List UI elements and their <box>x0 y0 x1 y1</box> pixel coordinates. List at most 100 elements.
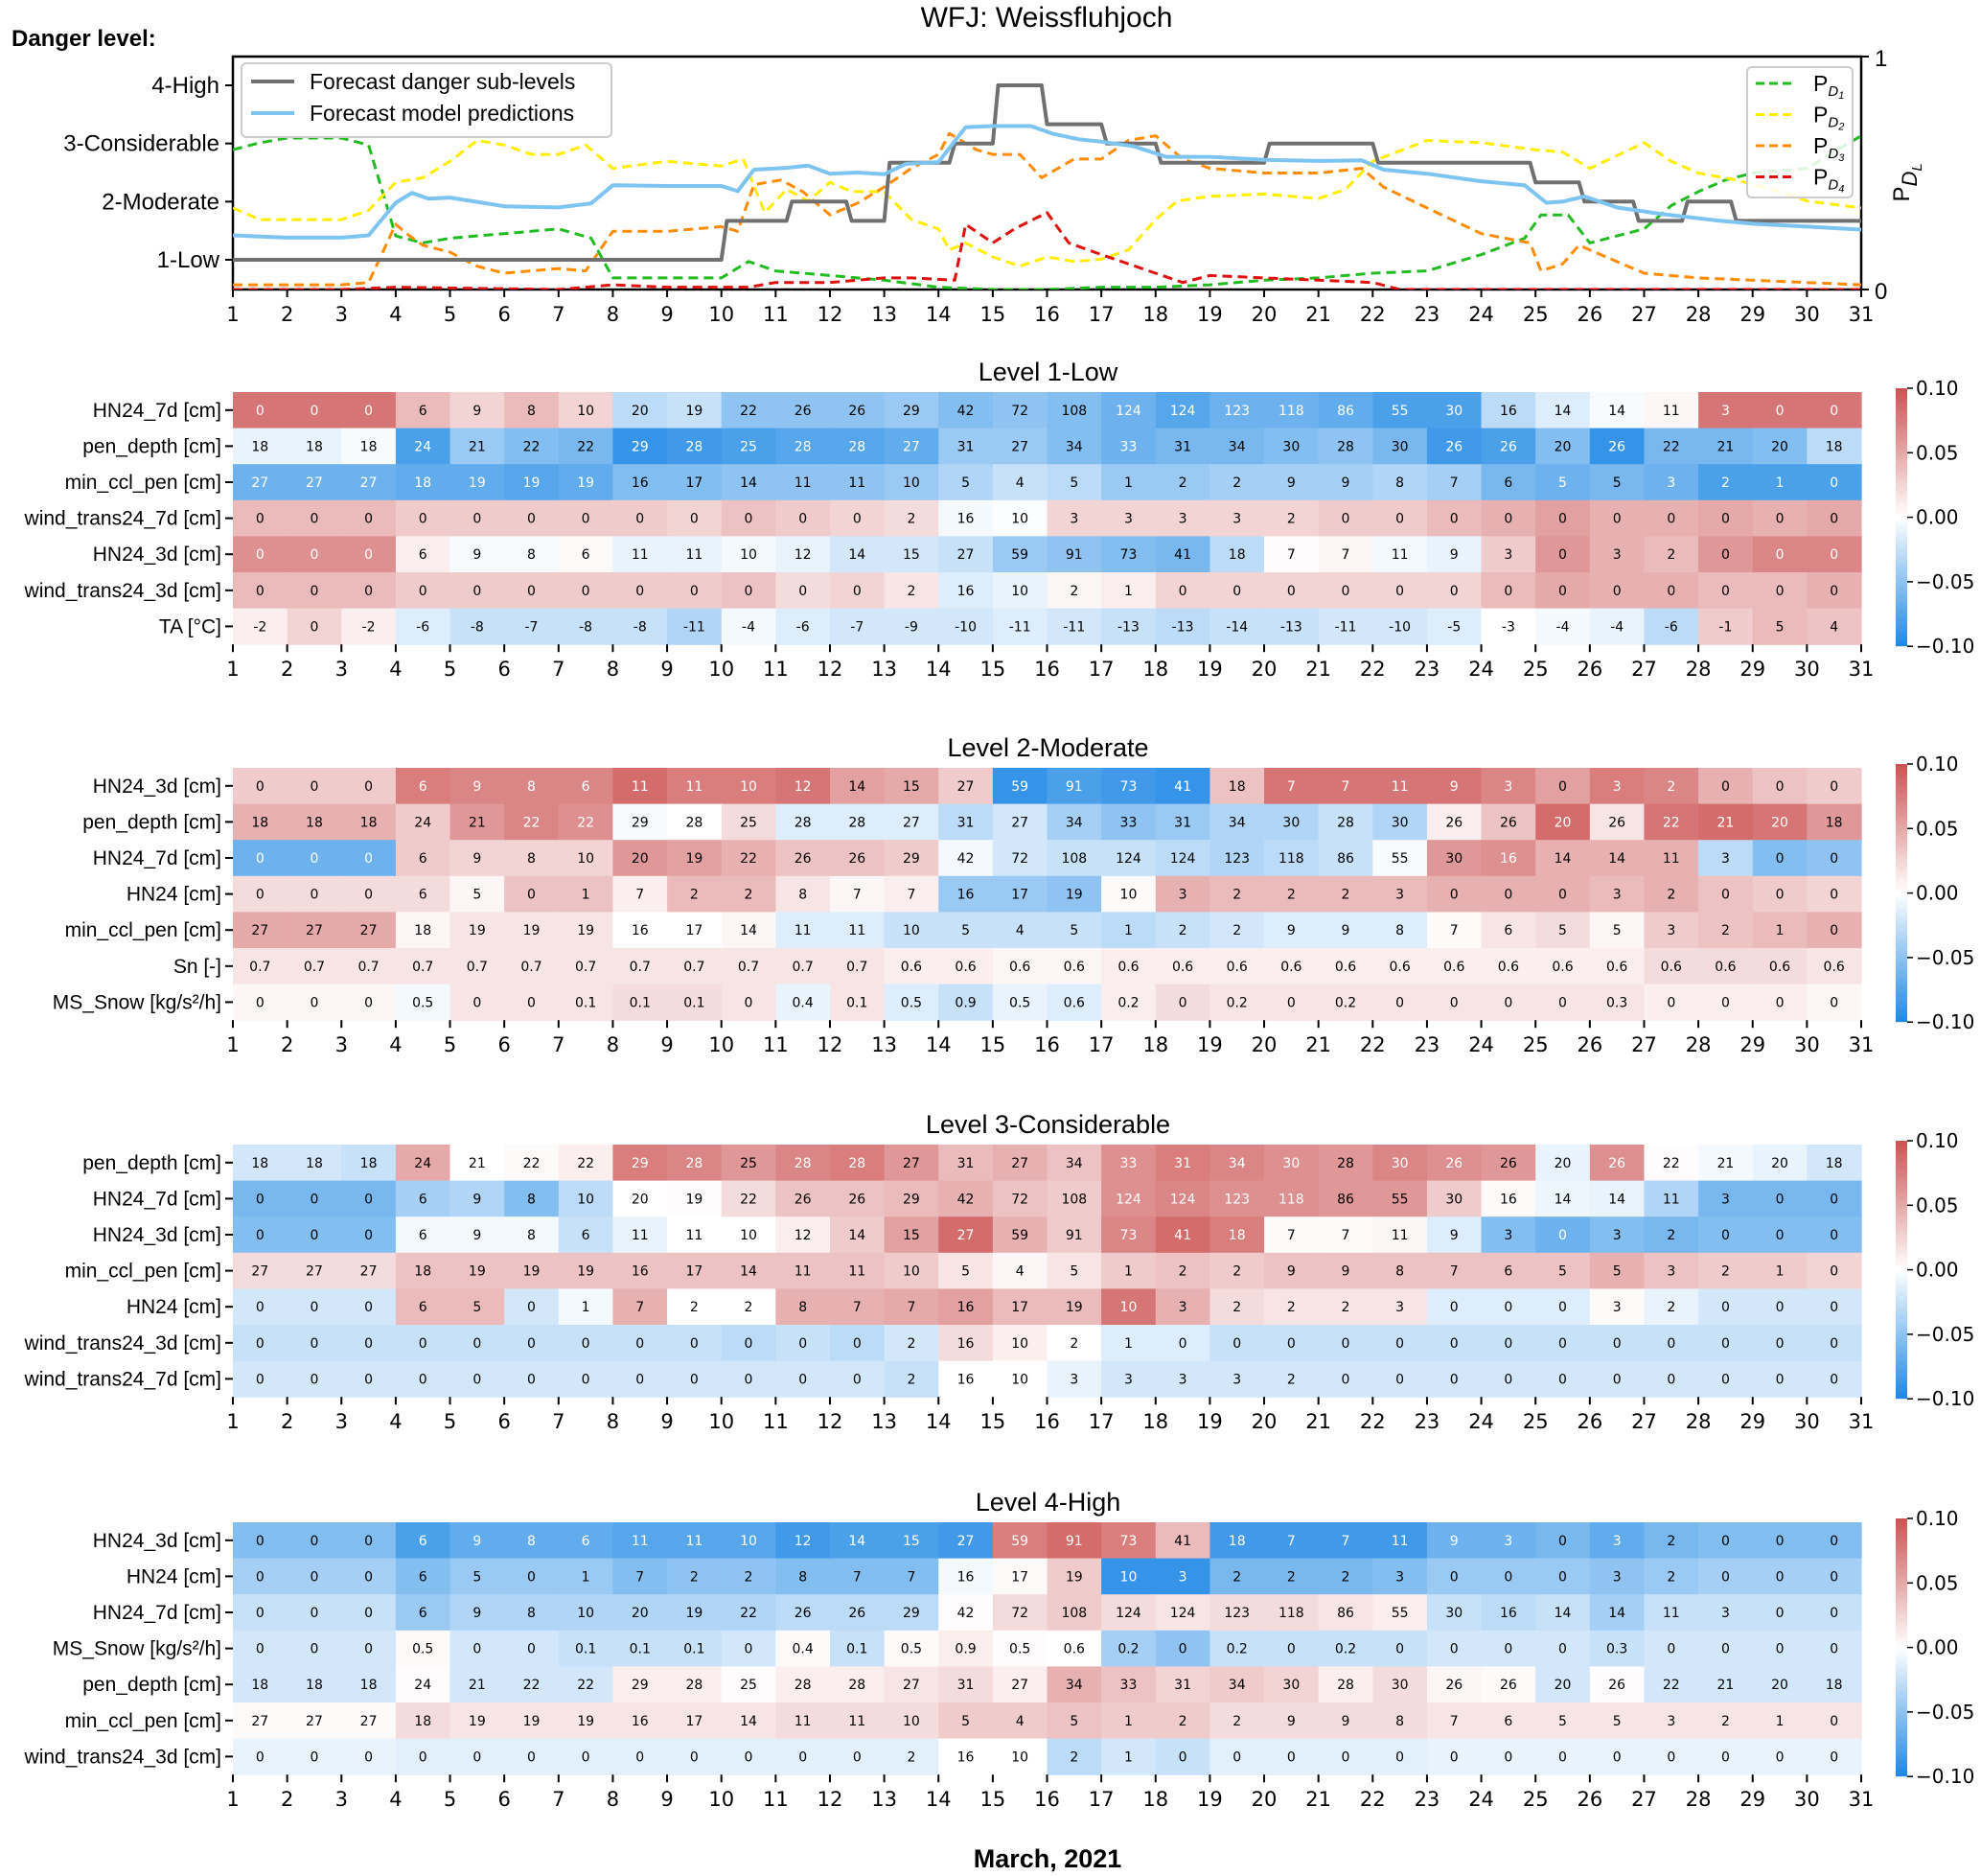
heatmap-cell <box>1155 572 1210 610</box>
heatmap-cell-value: 0 <box>1613 512 1622 527</box>
heatmap-cell <box>1535 1180 1591 1217</box>
heatmap-cell-value: 7 <box>635 1569 644 1585</box>
heatmap-cell-value: 11 <box>1392 1228 1409 1243</box>
heatmap-cell-value: 0.1 <box>575 1642 596 1657</box>
x-tick-label: 26 <box>1577 1033 1602 1056</box>
heatmap-cell <box>884 499 939 537</box>
heatmap-cell <box>341 1360 397 1398</box>
colorbar-gradient <box>1896 1141 1907 1400</box>
heatmap-cell <box>1372 1630 1428 1667</box>
heatmap-cell <box>1101 536 1157 573</box>
heatmap-cell <box>1426 840 1483 877</box>
legend-right-box <box>1746 66 1854 198</box>
x-tick-label: 21 <box>1305 1410 1331 1433</box>
heatmap-cell-value: 0 <box>256 1606 265 1621</box>
heatmap-cell-value: 123 <box>1224 1606 1250 1621</box>
heatmap-cell-value: 26 <box>1608 439 1625 454</box>
heatmap-cell-value: 0 <box>1830 1642 1838 1657</box>
heatmap-cell-value: 59 <box>1011 779 1028 795</box>
heatmap-cell <box>1264 1522 1320 1560</box>
heatmap-cell <box>884 572 939 610</box>
heatmap-cell-value: 26 <box>1608 1678 1625 1693</box>
heatmap-cell-value: 0 <box>1558 1300 1567 1315</box>
heatmap-cell-value: 0 <box>1830 851 1838 867</box>
heatmap-cell <box>612 1738 668 1775</box>
heatmap-cell-value: 30 <box>1392 815 1409 830</box>
heatmap-cell <box>1589 1325 1646 1362</box>
heatmap-cell-value: 91 <box>1066 1228 1083 1243</box>
heatmap-cell <box>233 768 288 805</box>
heatmap-cell <box>287 536 342 573</box>
x-tick-label: 29 <box>1739 658 1765 681</box>
heatmap-cell-value: 2 <box>1179 475 1187 491</box>
x-tick-label: 3 <box>335 1033 348 1056</box>
heatmap-cell-value: 91 <box>1066 547 1083 563</box>
heatmap-cell-value: 8 <box>527 1192 536 1207</box>
heatmap-cell-value: 124 <box>1170 1192 1196 1207</box>
danger-level-label: Danger level: <box>12 26 156 52</box>
heatmap-cell-value: 30 <box>1392 1156 1409 1171</box>
heatmap-cell-value: 2 <box>1721 923 1730 938</box>
heatmap-cell <box>884 840 939 877</box>
heatmap-cell <box>1481 1216 1536 1254</box>
x-tick-label: 8 <box>607 1788 619 1811</box>
heatmap-cell <box>504 1180 560 1217</box>
x-tick-label: 30 <box>1794 1410 1820 1433</box>
heatmap-cell <box>233 1325 288 1362</box>
heatmap-cell <box>1752 1666 1808 1703</box>
heatmap-cell <box>1426 1558 1483 1595</box>
heatmap-cell-value: 0 <box>1830 888 1838 903</box>
heatmap-cell <box>938 1594 994 1632</box>
x-tick-label: 6 <box>497 1788 510 1811</box>
heatmap-cell <box>287 392 342 429</box>
heatmap-cell <box>938 912 994 949</box>
heatmap-cell-value: 0 <box>1776 1642 1785 1657</box>
heatmap-cell-value: 26 <box>795 851 812 867</box>
heatmap-cell-value: 1 <box>1124 1714 1133 1729</box>
heatmap-cell <box>287 768 342 805</box>
heatmap-cell <box>395 984 451 1021</box>
heatmap-cell-value: 1 <box>1776 1714 1785 1729</box>
heatmap-cell-value: 0 <box>310 1569 318 1585</box>
heatmap-cell-value: 0 <box>527 1336 536 1352</box>
heatmap-cell-value: 19 <box>1066 1569 1083 1585</box>
heatmap-cell-value: 24 <box>414 1678 431 1693</box>
heatmap-row-label: HN24_3d [cm] <box>93 544 221 566</box>
heatmap-cell <box>612 1522 668 1560</box>
heatmap-cell <box>1698 428 1754 465</box>
heatmap-cell-value: 5 <box>1613 475 1622 491</box>
heatmap-cell-value: 2 <box>1179 1714 1187 1729</box>
heatmap-cell <box>667 1738 723 1775</box>
heatmap-cell <box>1155 948 1210 985</box>
x-tick-label: 9 <box>660 1788 673 1811</box>
heatmap-cell-value: 0 <box>1504 1569 1512 1585</box>
heatmap-cell <box>1644 1558 1699 1595</box>
heatmap-cell-value: 0.2 <box>1227 995 1248 1010</box>
heatmap-cell-value: 0 <box>1179 995 1187 1010</box>
heatmap-cell-value: 14 <box>1555 1192 1572 1207</box>
heatmap-cell-value: 0 <box>1232 1749 1241 1765</box>
heatmap-cell <box>1589 608 1646 645</box>
heatmap-cell <box>884 912 939 949</box>
heatmap-cell-value: 31 <box>957 815 975 830</box>
heatmap-cell <box>1752 1630 1808 1667</box>
heatmap-cell <box>233 912 288 949</box>
heatmap-cell <box>938 536 994 573</box>
heatmap-cell-value: 9 <box>472 851 481 867</box>
x-tick-label: 26 <box>1577 658 1602 681</box>
x-tick-label: 16 <box>1034 1788 1060 1811</box>
heatmap-cell <box>1644 1738 1699 1775</box>
heatmap-cell-value: 27 <box>251 1264 268 1280</box>
heatmap-cell-value: 0 <box>1450 1300 1459 1315</box>
heatmap-cell-value: 15 <box>903 1534 920 1549</box>
heatmap-cell <box>504 984 560 1021</box>
heatmap-cell <box>558 499 614 537</box>
heatmap-cell-value: 28 <box>848 1678 865 1693</box>
x-tick-label: 19 <box>1197 1788 1223 1811</box>
heatmap-cell <box>504 1558 560 1595</box>
heatmap-cell-value: 26 <box>1608 1156 1625 1171</box>
heatmap-cell-value: 0 <box>310 619 318 635</box>
heatmap-cell <box>233 1180 288 1217</box>
x-tick-label: 11 <box>763 303 789 326</box>
